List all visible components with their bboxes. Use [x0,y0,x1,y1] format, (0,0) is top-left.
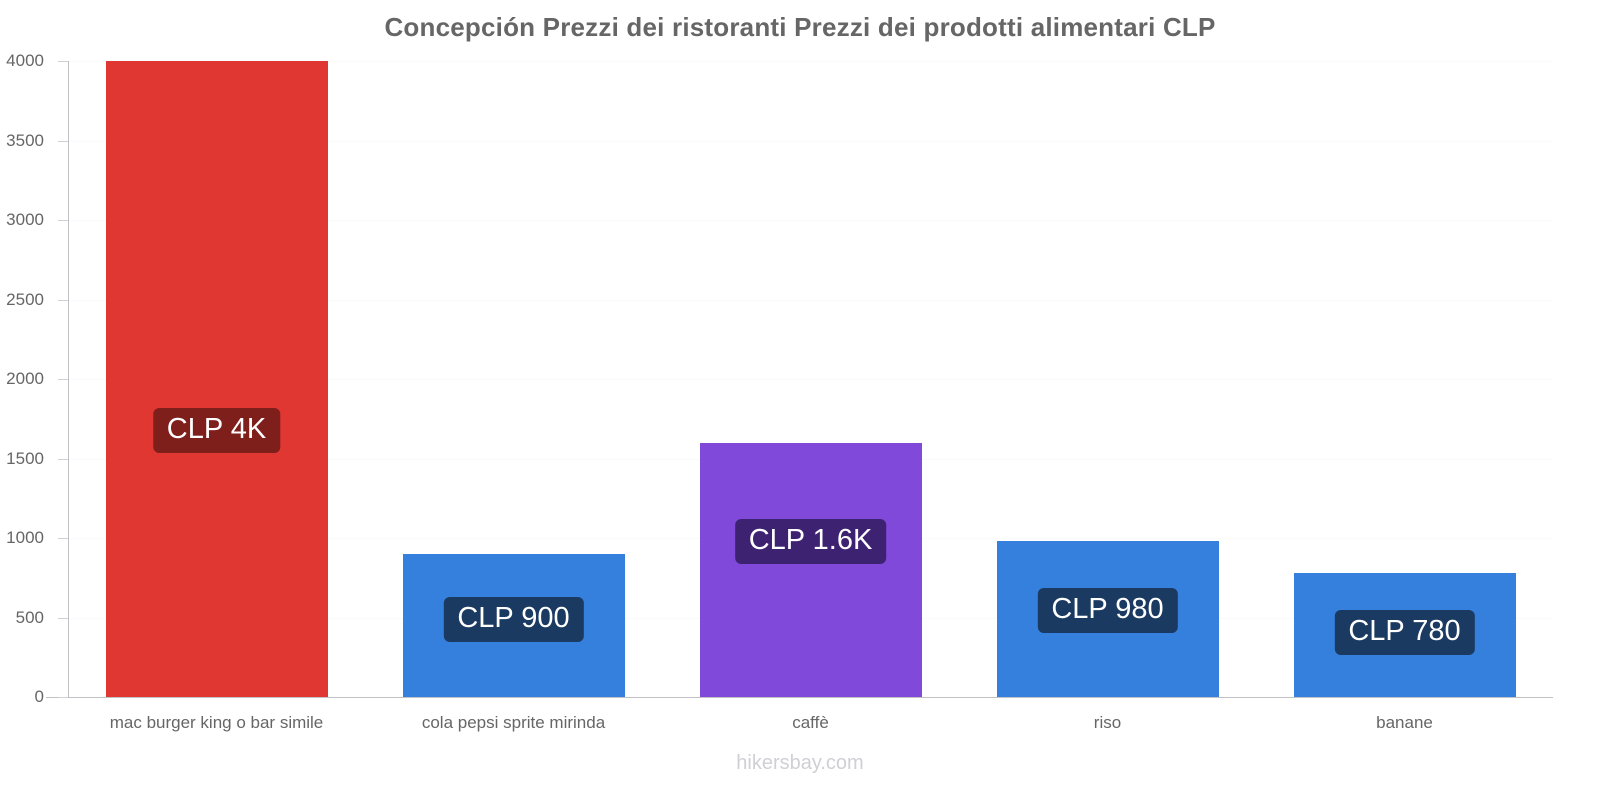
y-axis-tick-label: 1500 [6,448,44,468]
bar-value-label: CLP 780 [1334,610,1475,656]
bar[interactable]: CLP 900 [402,553,625,697]
y-axis-tick-label: 2000 [6,369,44,388]
gridline [68,61,1553,62]
y-axis-tick-mark [58,379,68,380]
y-axis-tick-mark [58,140,68,142]
y-axis-line [68,61,69,698]
watermark: hikersbay.com [736,752,864,774]
bar[interactable]: CLP 1.6K [699,442,922,697]
y-axis-tick-mark [58,617,68,619]
y-axis-tick-label: 1000 [6,528,44,547]
bar[interactable]: CLP 780 [1293,572,1516,697]
plot-area: CLP 4K CLP 900 CLP 1.6K CLP 980 CLP 780 [68,61,1553,697]
y-axis-tick-mark [58,61,68,62]
x-axis-tick-label: cola pepsi sprite mirinda [421,713,606,732]
x-axis-tick-label: mac burger king o bar simile [109,713,324,732]
bar[interactable]: CLP 4K [105,61,328,697]
y-axis-tick-mark [58,458,68,460]
bar-value-label: CLP 980 [1037,587,1178,633]
x-axis-tick-label: caffè [792,713,829,732]
y-axis-tick-label: 4000 [6,51,44,70]
bar-value-label: CLP 4K [152,407,281,453]
bar-value-label: CLP 900 [443,596,584,642]
y-axis-tick-label: 500 [15,607,44,627]
y-axis-tick-label: 3500 [6,130,44,150]
y-axis-tick-mark [58,697,68,698]
gridline [68,379,1553,380]
y-axis-tick-label: 0 [34,687,44,706]
bar[interactable]: CLP 980 [996,541,1219,697]
x-axis-line [46,697,1553,698]
x-axis-tick-label: banane [1376,713,1433,732]
y-axis-tick-mark [58,220,68,221]
chart-title: Concepción Prezzi dei ristoranti Prezzi … [384,12,1216,42]
gridline [68,220,1553,221]
y-axis-tick-mark [58,538,68,539]
y-axis-tick-label: 2500 [6,289,44,309]
gridline [68,140,1553,142]
y-axis-tick-mark [58,299,68,301]
x-axis-tick-label: riso [1093,713,1122,732]
y-axis-tick-label: 3000 [6,210,44,229]
gridline [68,299,1553,301]
bar-value-label: CLP 1.6K [734,518,887,564]
